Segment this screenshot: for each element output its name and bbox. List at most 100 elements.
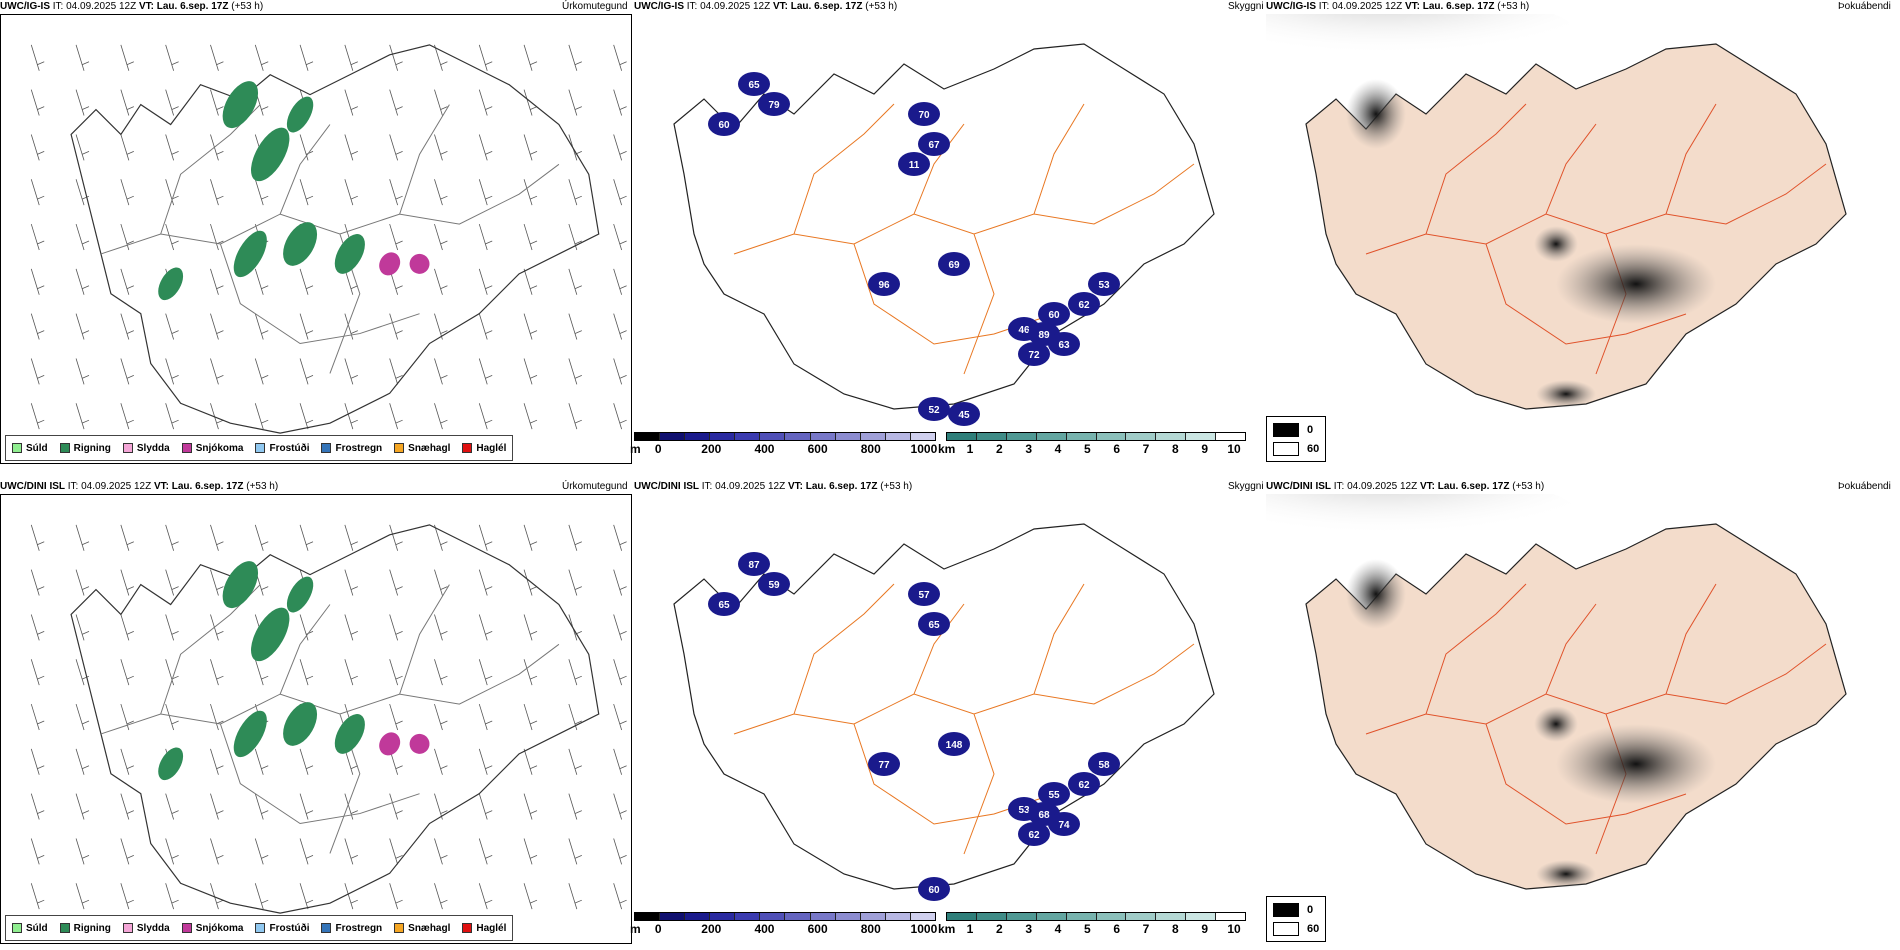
precip-type-map[interactable]: Súld Rigning Slydda Snjókoma Frostúði Fr… [0, 494, 632, 944]
ceiling-labels: 65 79 60 70 67 69 96 53 62 60 46 89 63 72 52 45 11 [708, 72, 1120, 426]
legend-item: Frostúði [255, 443, 309, 454]
vt-value: Lau. 6.sep. 17Z [805, 481, 878, 492]
ceiling-label: 68 [1038, 810, 1050, 821]
low-ceiling-area [948, 402, 980, 426]
ceiling-label: 60 [718, 120, 730, 131]
ceiling-label: 52 [928, 405, 940, 416]
wind-barb [254, 838, 269, 865]
wind-barb [613, 89, 627, 116]
wind-barb [568, 524, 582, 551]
lead-time: (+53 h) [865, 1, 898, 12]
wind-barb [344, 838, 358, 865]
wind-barb [568, 569, 582, 596]
wind-barb [389, 223, 403, 251]
colorbar-tick-label: 7 [1142, 922, 1150, 936]
ceiling-labels: 87 59 65 57 65 148 77 58 62 55 53 68 74 62 60 [708, 552, 1120, 901]
fog-title: Þokuábendi [1838, 1, 1891, 12]
colorbar-segment [860, 913, 886, 920]
ceiling-colorbar-ticks: 0 200 400 600 800 1000 [634, 921, 937, 936]
wind-barb [165, 614, 179, 641]
legend-item: Snæhagl [394, 923, 450, 934]
wind-barb [30, 89, 45, 116]
precip-type-map[interactable]: Súld Rigning Slydda Snjókoma Frostúði Fr… [0, 14, 632, 464]
colorbar-segment [660, 433, 686, 440]
cloud-base-map[interactable]: 87 59 65 57 65 148 77 58 62 55 53 68 74 62 60 0 200 400 6… [630, 494, 1264, 944]
wind-barb [478, 793, 493, 820]
visibility-unit: km [938, 922, 956, 936]
wind-barb [568, 313, 582, 340]
wind-barb [613, 134, 627, 161]
road [160, 104, 261, 235]
road [1545, 603, 1597, 695]
low-ceiling-area [868, 752, 900, 776]
visibility-colorbar-ticks: 1 2 3 4 5 6 7 8 9 10 [946, 441, 1246, 456]
visibility-colorbar-strip [946, 432, 1246, 441]
colorbar-segment [976, 433, 1007, 440]
colorbar-tick-label: 9 [1201, 442, 1208, 456]
legend-item: Haglél [462, 443, 506, 454]
wind-barb [165, 883, 179, 910]
legend-swatch [12, 923, 22, 933]
vt-value: Lau. 6.sep. 17Z [790, 1, 863, 12]
fog-model: UWC/DINI ISL [1266, 481, 1331, 492]
ceiling-colorbar: 0 200 400 600 800 1000 m [630, 432, 937, 460]
road [1485, 243, 1687, 345]
precip-area [409, 733, 430, 754]
road [793, 583, 895, 715]
colorbar-tick-label: 600 [807, 922, 828, 936]
it-label: IT: [686, 1, 698, 12]
wind-barb [210, 569, 224, 596]
iceland-outline [70, 44, 600, 434]
ceiling-label: 79 [768, 100, 780, 111]
wind-barb [389, 793, 403, 820]
cloud-base-map[interactable]: 65 79 60 70 67 69 96 53 62 60 46 89 63 72 52 45 11 0 200 4… [630, 14, 1264, 464]
wind-barb [120, 883, 134, 910]
wind-barb [478, 403, 493, 430]
wind-barb [523, 403, 538, 430]
colorbar-segment [1216, 433, 1246, 440]
visibility-colorbar-ticks: 1 2 3 4 5 6 7 8 9 10 [946, 921, 1246, 936]
low-ceiling-area [918, 132, 950, 156]
vt-label: VT: [138, 1, 154, 12]
wind-barb [30, 44, 45, 71]
road [1033, 103, 1085, 215]
it-label: IT: [1333, 481, 1345, 492]
fog-area [1556, 244, 1716, 324]
wind-barb [120, 179, 134, 206]
wind-barb [613, 793, 627, 820]
wind-barb [299, 403, 314, 430]
wind-barb [120, 748, 134, 775]
legend-swatch [181, 443, 192, 453]
wind-barb [165, 358, 179, 385]
colorbar-segment [710, 433, 736, 440]
wind-barb [165, 659, 179, 686]
precip-area [251, 607, 290, 662]
road [963, 713, 995, 855]
fog-area [1556, 724, 1716, 804]
vt-label: VT: [153, 481, 169, 492]
road-network [100, 584, 560, 854]
fog-index-map[interactable]: 0 60 [1266, 14, 1900, 464]
fog-index-map[interactable]: 0 60 [1266, 494, 1900, 944]
wind-barb [165, 703, 179, 731]
legend-label: Frostregn [335, 442, 383, 454]
legend-item: Frostregn [321, 923, 382, 934]
wind-barb [613, 44, 627, 71]
low-ceiling-area [758, 572, 790, 596]
vt-label: VT: [1404, 1, 1420, 12]
wind-barb [434, 524, 448, 551]
wind-barb [254, 524, 269, 551]
wind-barb [165, 313, 179, 340]
wind-barb [210, 358, 224, 385]
wind-barb [344, 659, 358, 686]
fog-legend: 0 60 [1266, 416, 1326, 462]
colorbar-segment [947, 913, 977, 920]
wind-barb [344, 179, 358, 206]
fog-area [1534, 706, 1578, 742]
wind-barb [30, 403, 45, 430]
wind-barb [434, 89, 448, 116]
wind-barb [210, 313, 224, 340]
wind-barb [434, 748, 448, 775]
low-ceiling-area [1018, 822, 1050, 846]
road [219, 243, 420, 345]
